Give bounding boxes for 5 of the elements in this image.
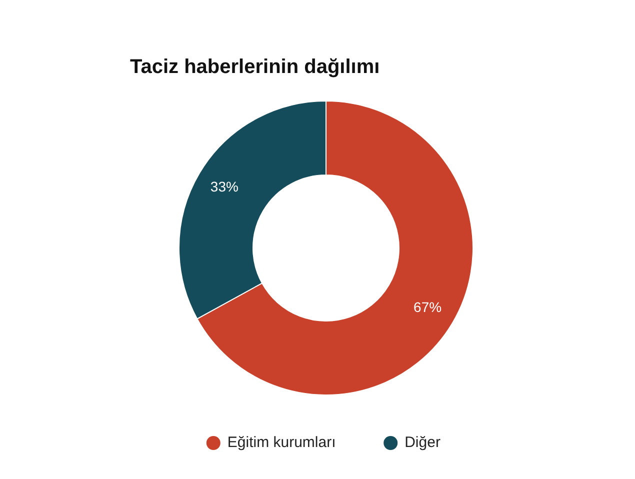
data-label: 67% — [414, 298, 442, 315]
legend-label: Diğer — [404, 434, 440, 451]
data-label: 33% — [210, 178, 238, 195]
legend-label: Eğitim kurumları — [227, 434, 336, 451]
chart-title: Taciz haberlerinin dağılımı — [130, 56, 380, 78]
